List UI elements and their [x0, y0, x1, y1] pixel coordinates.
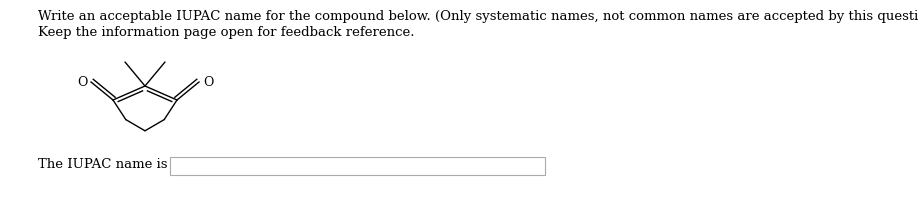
- Text: Keep the information page open for feedback reference.: Keep the information page open for feedb…: [38, 26, 415, 39]
- Text: O: O: [203, 75, 213, 89]
- Text: O: O: [77, 75, 87, 89]
- Text: Write an acceptable IUPAC name for the compound below. (Only systematic names, n: Write an acceptable IUPAC name for the c…: [38, 10, 918, 23]
- Text: The IUPAC name is: The IUPAC name is: [38, 158, 167, 171]
- Bar: [170, 157, 545, 175]
